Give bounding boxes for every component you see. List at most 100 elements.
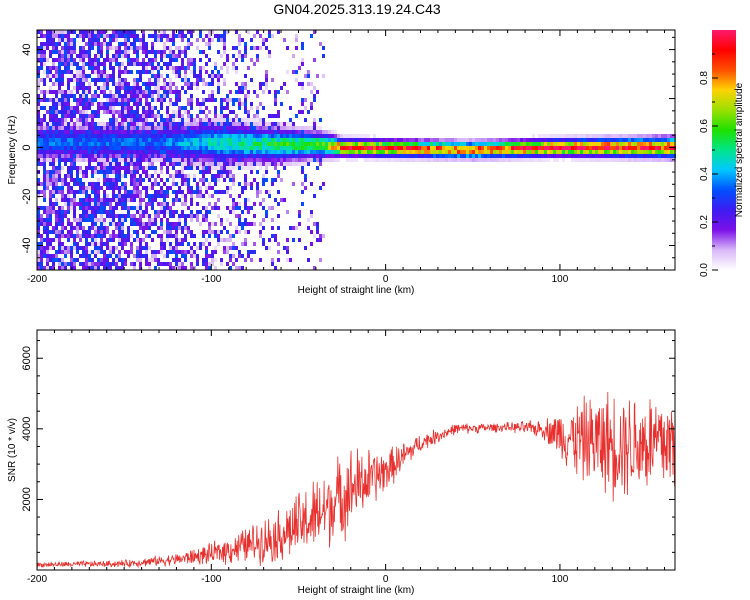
heatmap-cell <box>196 254 199 258</box>
heatmap-cell <box>49 266 52 270</box>
heatmap-cell <box>97 126 100 130</box>
heatmap-cell <box>112 170 115 174</box>
heatmap-cell <box>142 62 145 66</box>
heatmap-cell <box>82 158 85 162</box>
heatmap-cell <box>403 146 406 150</box>
heatmap-cell <box>100 54 103 58</box>
heatmap-cell <box>619 146 622 150</box>
heatmap-cell <box>151 254 154 258</box>
heatmap-cell <box>184 266 187 270</box>
heatmap-cell <box>265 170 268 174</box>
heatmap-cell <box>184 166 187 170</box>
heatmap-cell <box>97 102 100 106</box>
heatmap-cell <box>220 106 223 110</box>
heatmap-cell <box>256 154 259 158</box>
heatmap-cell <box>193 146 196 150</box>
heatmap-cell <box>121 138 124 142</box>
heatmap-cell <box>37 254 40 258</box>
heatmap-cell <box>94 142 97 146</box>
heatmap-cell <box>115 194 118 198</box>
heatmap-cell <box>238 254 241 258</box>
heatmap-cell <box>262 138 265 142</box>
heatmap-cell <box>49 66 52 70</box>
heatmap-cell <box>451 142 454 146</box>
heatmap-cell <box>322 130 325 134</box>
heatmap-cell <box>313 98 316 102</box>
heatmap-cell <box>106 98 109 102</box>
heatmap-cell <box>364 158 367 162</box>
heatmap-cell <box>145 86 148 90</box>
heatmap-cell <box>190 134 193 138</box>
heatmap-cell <box>163 254 166 258</box>
heatmap-cell <box>70 110 73 114</box>
heatmap-cell <box>304 150 307 154</box>
heatmap-cell <box>205 186 208 190</box>
heatmap-cell <box>160 262 163 266</box>
snr-xlabel: Height of straight line (km) <box>298 585 415 596</box>
heatmap-cell <box>148 158 151 162</box>
heatmap-cell <box>199 146 202 150</box>
heatmap-cell <box>274 126 277 130</box>
heatmap-cell <box>265 70 268 74</box>
heatmap-cell <box>244 154 247 158</box>
heatmap-cell <box>142 210 145 214</box>
heatmap-cell <box>124 82 127 86</box>
heatmap-cell <box>175 234 178 238</box>
heatmap-cell <box>148 130 151 134</box>
heatmap-cell <box>130 206 133 210</box>
heatmap-cell <box>433 150 436 154</box>
heatmap-cell <box>37 134 40 138</box>
heatmap-cell <box>256 194 259 198</box>
heatmap-cell <box>277 258 280 262</box>
heatmap-cell <box>625 146 628 150</box>
heatmap-cell <box>55 182 58 186</box>
heatmap-cell <box>73 202 76 206</box>
heatmap-cell <box>424 142 427 146</box>
heatmap-cell <box>292 122 295 126</box>
heatmap-cell <box>241 102 244 106</box>
heatmap-cell <box>316 142 319 146</box>
heatmap-cell <box>667 146 670 150</box>
heatmap-cell <box>67 62 70 66</box>
heatmap-cell <box>499 150 502 154</box>
heatmap-cell <box>571 142 574 146</box>
heatmap-cell <box>211 126 214 130</box>
heatmap-cell <box>115 158 118 162</box>
heatmap-cell <box>163 134 166 138</box>
heatmap-cell <box>616 138 619 142</box>
heatmap-cell <box>190 234 193 238</box>
heatmap-cell <box>61 222 64 226</box>
heatmap-cell <box>91 250 94 254</box>
heatmap-cell <box>61 198 64 202</box>
heatmap-cell <box>274 154 277 158</box>
heatmap-cell <box>454 154 457 158</box>
heatmap-cell <box>325 130 328 134</box>
heatmap-cell <box>301 158 304 162</box>
heatmap-cell <box>115 86 118 90</box>
heatmap-cell <box>76 126 79 130</box>
heatmap-cell <box>127 50 130 54</box>
heatmap-cell <box>145 190 148 194</box>
heatmap-cell <box>481 146 484 150</box>
heatmap-cell <box>148 226 151 230</box>
heatmap-cell <box>214 174 217 178</box>
heatmap-cell <box>256 130 259 134</box>
heatmap-cell <box>415 146 418 150</box>
heatmap-cell <box>136 254 139 258</box>
heatmap-cell <box>109 126 112 130</box>
heatmap-cell <box>154 66 157 70</box>
heatmap-cell <box>151 218 154 222</box>
heatmap-cell <box>136 246 139 250</box>
heatmap-cell <box>562 154 565 158</box>
heatmap-cell <box>382 150 385 154</box>
heatmap-cell <box>223 38 226 42</box>
heatmap-cell <box>238 98 241 102</box>
heatmap-cell <box>43 170 46 174</box>
heatmap-cell <box>37 58 40 62</box>
heatmap-cell <box>100 262 103 266</box>
heatmap-cell <box>193 250 196 254</box>
heatmap-cell <box>109 98 112 102</box>
heatmap-cell <box>196 98 199 102</box>
heatmap-cell <box>76 90 79 94</box>
heatmap-cell <box>52 210 55 214</box>
